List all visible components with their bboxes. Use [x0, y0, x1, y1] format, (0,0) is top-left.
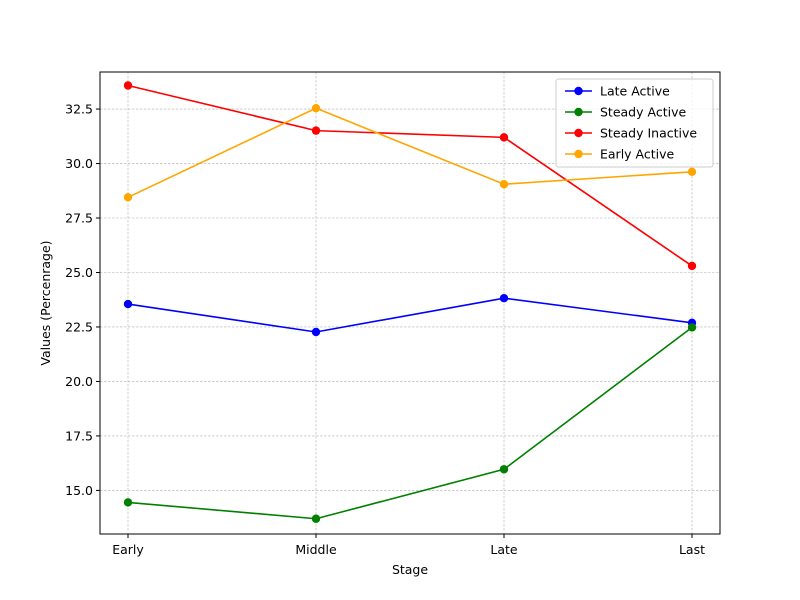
data-point	[499, 133, 509, 142]
series-early-active	[123, 103, 697, 202]
legend-label: Late Active	[600, 84, 670, 99]
plot-frame	[99, 71, 721, 535]
data-point	[499, 180, 509, 189]
y-tick-label: 32.5	[65, 102, 93, 117]
data-point	[123, 193, 133, 202]
data-point	[311, 126, 321, 135]
legend-swatch-marker	[574, 107, 583, 117]
data-point	[687, 167, 697, 177]
series-layer	[123, 81, 697, 523]
data-point	[499, 294, 509, 303]
data-point	[687, 261, 697, 271]
y-tick-label: 22.5	[65, 319, 93, 334]
data-point	[499, 465, 509, 474]
data-point	[687, 323, 697, 332]
series-steady-active	[123, 323, 697, 523]
data-point	[311, 327, 321, 337]
data-point	[123, 81, 133, 90]
x-tick-label: Middle	[295, 542, 337, 557]
y-tick-label: 25.0	[65, 265, 93, 280]
legend-label: Early Active	[600, 147, 675, 162]
data-point	[311, 103, 321, 113]
legend-label: Steady Inactive	[600, 126, 697, 141]
data-point	[123, 498, 133, 507]
series-line	[127, 84, 693, 267]
x-tick-label: Last	[679, 542, 705, 557]
series-steady-inactive	[123, 81, 697, 271]
series-line	[127, 326, 693, 520]
legend-swatch-marker	[574, 86, 583, 96]
legend-swatch-marker	[574, 128, 583, 138]
series-line	[127, 107, 693, 199]
y-tick-label: 30.0	[65, 156, 93, 171]
ticks: Early Middle Late Last 15.0 17.5 20.0 22.5 25.0 2…	[65, 102, 705, 557]
data-point	[123, 299, 133, 309]
y-tick-label: 17.5	[65, 428, 93, 443]
y-axis-title: Values (Percenrage)	[38, 240, 53, 365]
series-line	[127, 297, 693, 333]
x-tick-label: Early	[112, 542, 144, 557]
legend: Late Active Steady Active Steady Inactive E…	[555, 78, 714, 168]
data-point	[311, 514, 321, 523]
legend-label: Steady Active	[600, 105, 686, 120]
series-late-active	[123, 294, 697, 337]
y-tick-label: 27.5	[65, 211, 93, 226]
legend-swatch-marker	[574, 149, 583, 159]
legend-box	[555, 78, 714, 168]
x-tick-label: Late	[490, 542, 518, 557]
x-axis-title: Stage	[392, 562, 428, 577]
y-tick-label: 20.0	[65, 374, 93, 389]
y-tick-label: 15.0	[65, 483, 93, 498]
